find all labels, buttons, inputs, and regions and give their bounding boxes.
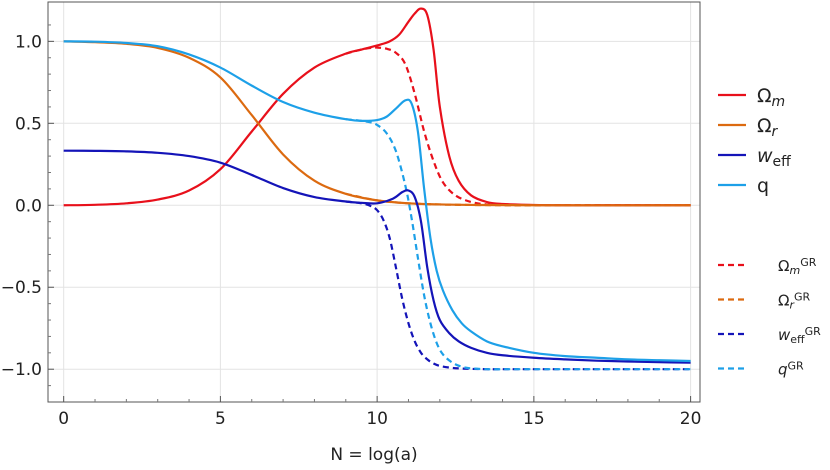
legend-item-r-gr: ΩrGR (718, 291, 811, 312)
series-line-r (63, 40, 691, 207)
legend-label: q (757, 175, 769, 197)
legend-label-main: w (778, 326, 791, 344)
x-tick-label: 15 (523, 409, 545, 429)
plot-area (63, 7, 691, 371)
plot-frame (47, 1, 701, 403)
legend-label-main: q (757, 175, 769, 197)
legend-item-r: Ωr (718, 115, 779, 140)
series-line-q-gr (345, 118, 691, 371)
legend-item-m-gr: ΩmGR (718, 256, 817, 277)
legend-label-main: Ω (757, 85, 772, 107)
legend-item-m: Ωm (718, 85, 785, 110)
legend-item-q-gr: qGR (718, 360, 804, 379)
legend-label-sup: GR (788, 360, 805, 373)
legend-label-main: Ω (778, 292, 789, 310)
x-axis-title: N = log(a) (330, 445, 417, 465)
legend-label-sub: eff (773, 154, 792, 170)
y-tick-label: 0.0 (15, 196, 42, 216)
y-tick-label: 0.5 (15, 114, 42, 134)
grid (48, 2, 700, 402)
legend-label-main: Ω (778, 257, 789, 275)
x-tick-label: 10 (366, 409, 388, 429)
legend-label-sub: r (772, 124, 779, 140)
legend-label: weff (757, 145, 791, 170)
x-tick-label: 20 (680, 409, 702, 429)
legend-label-sup: GR (805, 325, 822, 338)
y-tick-label: −1.0 (1, 360, 42, 380)
x-tick-label: 0 (58, 409, 69, 429)
legend-label-sub: eff (790, 333, 805, 346)
series-line-weff (63, 149, 691, 364)
legend-label-main: Ω (757, 115, 772, 137)
legend-label: qGR (778, 360, 804, 379)
legend-label-sub: m (772, 94, 786, 110)
legend-label-main: q (778, 361, 788, 379)
legend-label: Ωm (757, 85, 785, 110)
x-tick-label: 5 (215, 409, 226, 429)
legend-label-main: w (757, 145, 773, 167)
legend-label: ΩrGR (778, 291, 811, 312)
legend-item-weff: weff (718, 145, 791, 170)
legend-label-sup: GR (794, 291, 811, 304)
y-tick-label: 1.0 (15, 32, 42, 52)
axis-ticks: 0 5 10 15 20 −1.0 −0.5 0.0 0.5 1.0 (1, 24, 702, 429)
legend-label-sup: GR (800, 256, 817, 269)
legend-item-q: q (718, 175, 769, 197)
legend-label: Ωr (757, 115, 779, 140)
legend-item-weff-gr: weffGR (718, 325, 821, 346)
legend-label: weffGR (778, 325, 821, 346)
legend-label: ΩmGR (778, 256, 817, 277)
series-line-q (63, 40, 691, 363)
legend-label-sub: r (789, 299, 795, 312)
y-tick-label: −0.5 (1, 278, 42, 298)
legend-label-sub: m (789, 264, 800, 277)
